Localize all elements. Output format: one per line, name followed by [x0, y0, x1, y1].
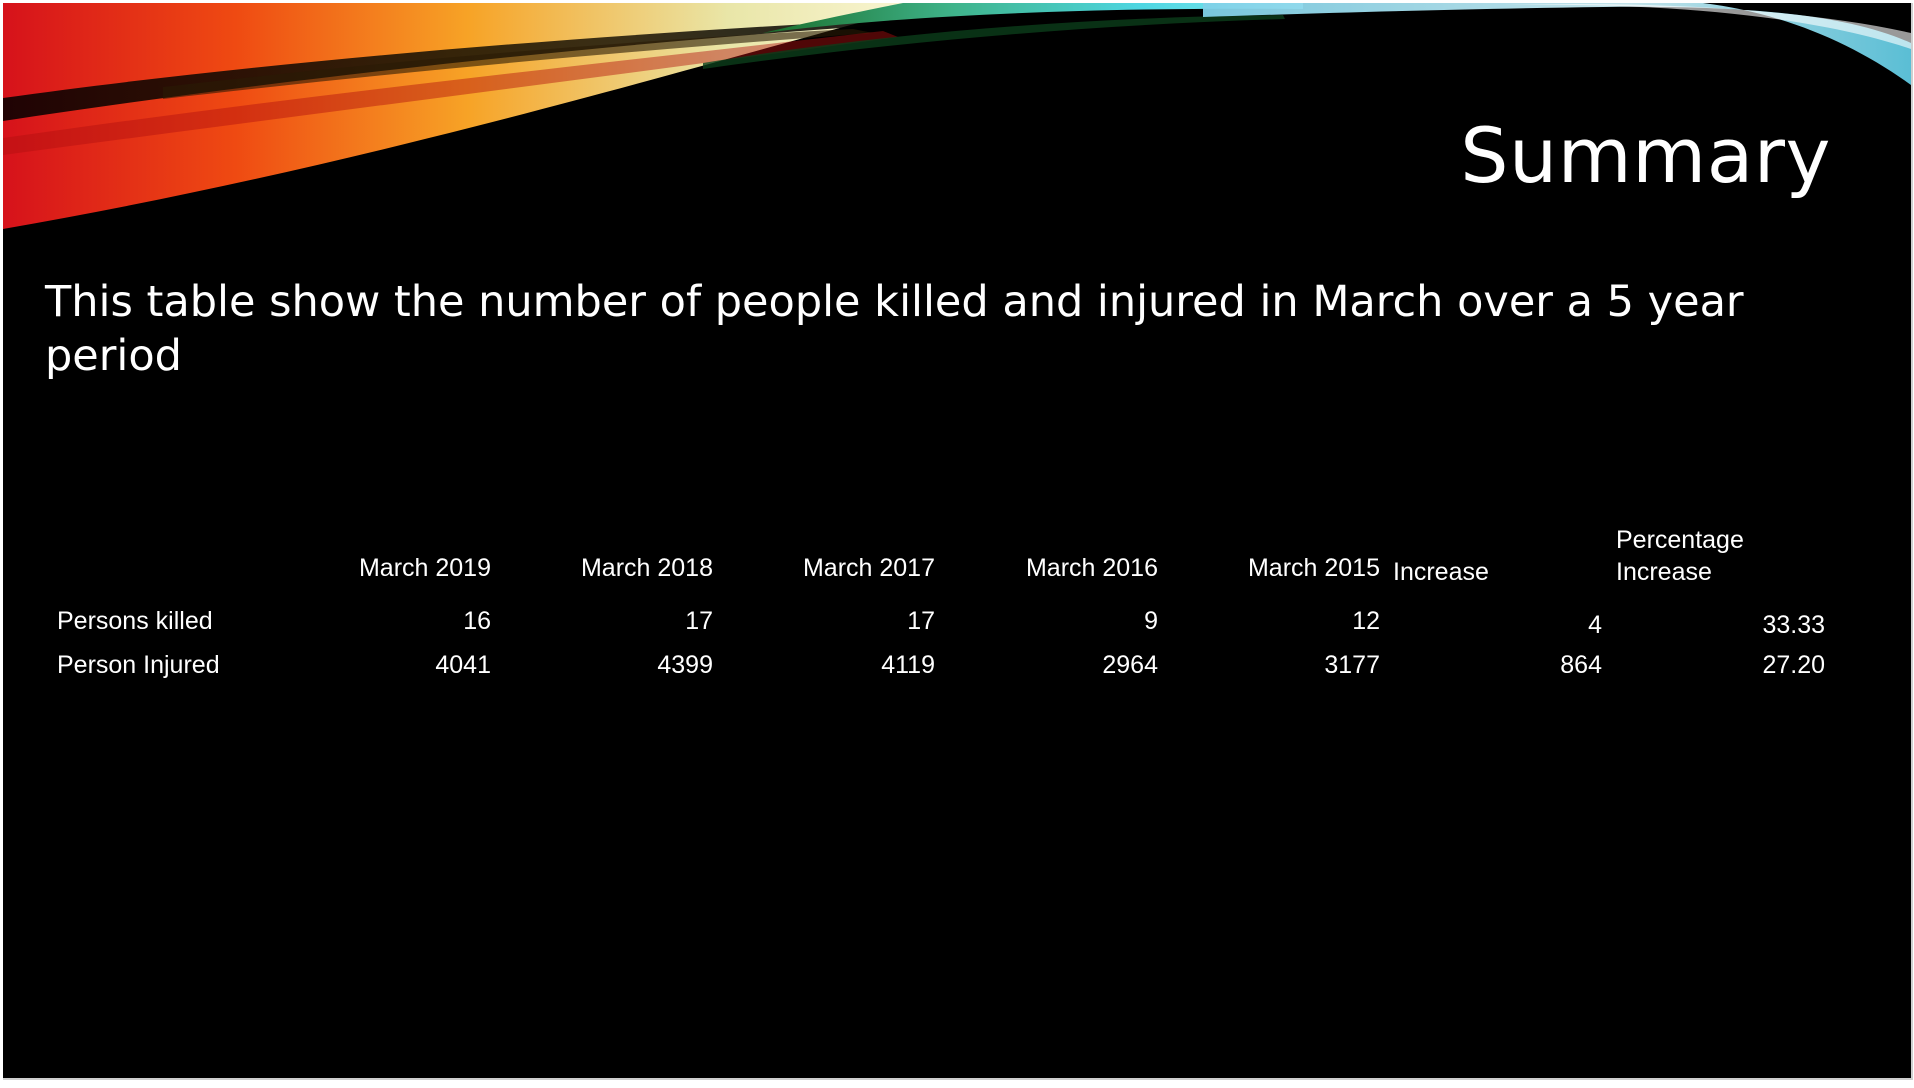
slide: Summary This table show the number of pe… — [3, 3, 1913, 1080]
cell-injured-increase: 864 — [1560, 651, 1602, 679]
header-percentage-line1: Percentage — [1616, 526, 1744, 554]
cell-killed-2016: 9 — [1144, 607, 1158, 635]
header-percentage-line2: Increase — [1616, 558, 1712, 586]
row-label-persons-killed: Persons killed — [57, 607, 213, 635]
slide-subtitle: This table show the number of people kil… — [45, 277, 1744, 381]
cell-injured-2016: 2964 — [1102, 651, 1158, 679]
cell-killed-2019: 16 — [463, 607, 491, 635]
header-march-2016: March 2016 — [1025, 554, 1158, 582]
header-increase: Increase — [1393, 558, 1489, 586]
cell-killed-2015: 12 — [1352, 607, 1380, 635]
header-march-2018: March 2018 — [580, 554, 713, 582]
cell-killed-2018: 17 — [685, 607, 713, 635]
cell-injured-2015: 3177 — [1324, 651, 1380, 679]
row-label-person-injured: Person Injured — [57, 651, 220, 679]
cell-injured-2018: 4399 — [657, 651, 713, 679]
cell-killed-2017: 17 — [907, 607, 935, 635]
decorative-ribbon — [3, 3, 1911, 229]
header-march-2015: March 2015 — [1247, 554, 1380, 582]
slide-title: Summary — [1460, 111, 1831, 200]
cell-killed-increase: 4 — [1588, 611, 1602, 639]
cell-injured-percentage: 27.20 — [1762, 651, 1825, 679]
cell-injured-2017: 4119 — [881, 651, 935, 679]
cell-killed-percentage: 33.33 — [1762, 611, 1825, 639]
cell-injured-2019: 4041 — [435, 651, 491, 679]
header-march-2017: March 2017 — [802, 554, 935, 582]
header-march-2019: March 2019 — [358, 554, 491, 582]
